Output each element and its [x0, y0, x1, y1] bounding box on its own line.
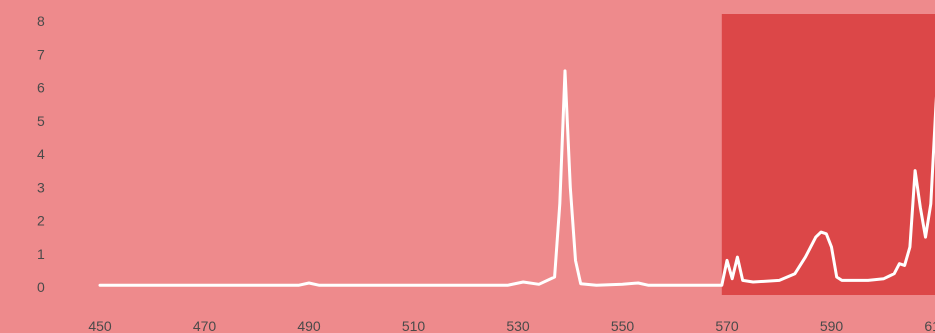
x-tick-label: 510 — [402, 318, 426, 333]
y-tick-label: 7 — [37, 46, 45, 62]
x-tick-label: 490 — [297, 318, 321, 333]
series-line — [98, 69, 935, 287]
x-tick-label: 530 — [506, 318, 530, 333]
x-tick-label: 550 — [611, 318, 635, 333]
y-tick-label: 2 — [37, 213, 45, 229]
y-axis-tick-labels: 0 1 2 3 4 5 6 7 8 — [37, 13, 45, 295]
y-tick-label: 1 — [37, 246, 45, 262]
x-tick-label: 610 — [924, 318, 935, 333]
x-tick-label: 450 — [88, 318, 112, 333]
x-axis-tick-labels: 4504704905105305505705906106306506706907… — [88, 318, 935, 333]
y-tick-label: 4 — [37, 146, 45, 162]
x-tick-label: 590 — [820, 318, 844, 333]
y-tick-label: 3 — [37, 179, 45, 195]
y-tick-label: 8 — [37, 13, 45, 29]
x-tick-label: 570 — [715, 318, 739, 333]
y-tick-label: 5 — [37, 113, 45, 129]
y-tick-label: 0 — [37, 279, 45, 295]
highlight-band — [721, 14, 935, 295]
y-tick-label: 6 — [37, 80, 45, 96]
x-tick-label: 470 — [193, 318, 217, 333]
